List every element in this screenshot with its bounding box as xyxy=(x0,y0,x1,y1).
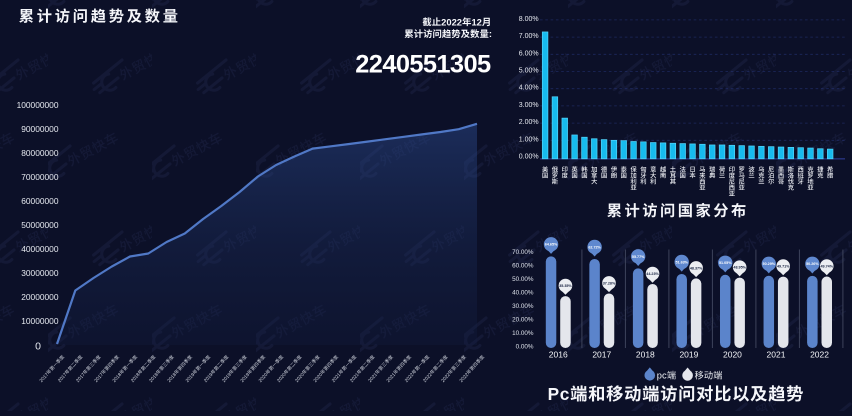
svg-text:20.00%: 20.00% xyxy=(512,317,534,324)
svg-text:60.00%: 60.00% xyxy=(512,262,534,269)
svg-text:48.95%: 48.95% xyxy=(733,266,746,270)
svg-text:90000000: 90000000 xyxy=(21,124,59,134)
svg-text:10000000: 10000000 xyxy=(21,316,59,326)
svg-text:62.72%: 62.72% xyxy=(588,245,601,249)
svg-text:49.74%: 49.74% xyxy=(820,264,833,268)
svg-text:2019: 2019 xyxy=(185,372,197,384)
svg-text:2020: 2020 xyxy=(312,372,324,384)
svg-text:2017: 2017 xyxy=(39,372,51,384)
svg-text:2020: 2020 xyxy=(276,372,288,384)
svg-text:2022: 2022 xyxy=(810,349,829,359)
svg-text:2020: 2020 xyxy=(723,349,742,359)
svg-text:2019: 2019 xyxy=(239,372,251,384)
svg-text:50000000: 50000000 xyxy=(21,220,59,230)
svg-text:2020: 2020 xyxy=(258,372,270,384)
svg-text:2.00%: 2.00% xyxy=(519,119,539,126)
svg-text:2022: 2022 xyxy=(441,16,462,27)
svg-text:100000000: 100000000 xyxy=(17,100,59,110)
svg-text:5.00%: 5.00% xyxy=(519,68,539,75)
svg-text:2021: 2021 xyxy=(767,349,786,359)
svg-text:2240551305: 2240551305 xyxy=(355,51,491,79)
svg-text:2022: 2022 xyxy=(459,372,471,384)
svg-text:50.26%: 50.26% xyxy=(806,262,819,266)
svg-text:50.29%: 50.29% xyxy=(763,262,776,266)
svg-text:2021: 2021 xyxy=(385,372,397,384)
svg-text:30000000: 30000000 xyxy=(21,268,59,278)
svg-text:0: 0 xyxy=(35,341,41,353)
svg-text:2018: 2018 xyxy=(130,372,142,384)
svg-text:60000000: 60000000 xyxy=(21,196,59,206)
svg-text:2017: 2017 xyxy=(57,372,69,384)
svg-text:2021: 2021 xyxy=(349,372,361,384)
svg-text:40000000: 40000000 xyxy=(21,244,59,254)
svg-text:55.77%: 55.77% xyxy=(632,255,645,259)
svg-text:2017: 2017 xyxy=(93,372,105,384)
svg-text:37.28%: 37.28% xyxy=(603,281,616,285)
svg-text:6.00%: 6.00% xyxy=(519,50,539,57)
svg-text:2018: 2018 xyxy=(148,372,160,384)
svg-text:2018: 2018 xyxy=(636,349,655,359)
svg-text:3.00%: 3.00% xyxy=(519,102,539,109)
svg-text:49.71%: 49.71% xyxy=(777,264,790,268)
svg-text:30.00%: 30.00% xyxy=(512,303,534,310)
svg-text:70.00%: 70.00% xyxy=(512,249,534,256)
svg-text:2019: 2019 xyxy=(203,372,215,384)
svg-text:40.00%: 40.00% xyxy=(512,289,534,296)
svg-text:2018: 2018 xyxy=(112,372,124,384)
svg-text:80000000: 80000000 xyxy=(21,148,59,158)
svg-text:2022: 2022 xyxy=(422,372,434,384)
svg-text:2020: 2020 xyxy=(294,372,306,384)
svg-text:1.00%: 1.00% xyxy=(519,136,539,143)
svg-text:0.00%: 0.00% xyxy=(516,344,534,351)
svg-text:4.00%: 4.00% xyxy=(519,85,539,92)
svg-text:2022: 2022 xyxy=(440,372,452,384)
svg-text:70000000: 70000000 xyxy=(21,172,59,182)
svg-text:2016: 2016 xyxy=(549,349,568,359)
svg-text:35.35%: 35.35% xyxy=(559,284,572,288)
svg-text:10.00%: 10.00% xyxy=(512,330,534,337)
svg-text:pc: pc xyxy=(657,371,667,381)
svg-text:2021: 2021 xyxy=(331,372,343,384)
svg-text:7.00%: 7.00% xyxy=(519,33,539,40)
svg-text:51.63%: 51.63% xyxy=(675,260,688,264)
svg-text:64.65%: 64.65% xyxy=(545,243,558,247)
svg-text:2022: 2022 xyxy=(404,372,416,384)
svg-text:2019: 2019 xyxy=(221,372,233,384)
svg-text::: : xyxy=(489,28,492,39)
svg-text:51.05%: 51.05% xyxy=(719,261,732,265)
svg-text:44.23%: 44.23% xyxy=(646,272,659,276)
svg-text:2017: 2017 xyxy=(592,349,611,359)
svg-text:2019: 2019 xyxy=(679,349,698,359)
svg-text:12: 12 xyxy=(471,16,481,27)
svg-text:2017: 2017 xyxy=(75,372,87,384)
svg-text:0.00%: 0.00% xyxy=(519,154,539,161)
svg-text:48.37%: 48.37% xyxy=(690,266,703,270)
svg-text:8.00%: 8.00% xyxy=(519,16,539,23)
svg-text:20000000: 20000000 xyxy=(21,292,59,302)
svg-text:2021: 2021 xyxy=(367,372,379,384)
svg-text:2018: 2018 xyxy=(166,372,178,384)
svg-text:50.00%: 50.00% xyxy=(512,276,534,283)
svg-text:Pc: Pc xyxy=(548,384,571,404)
